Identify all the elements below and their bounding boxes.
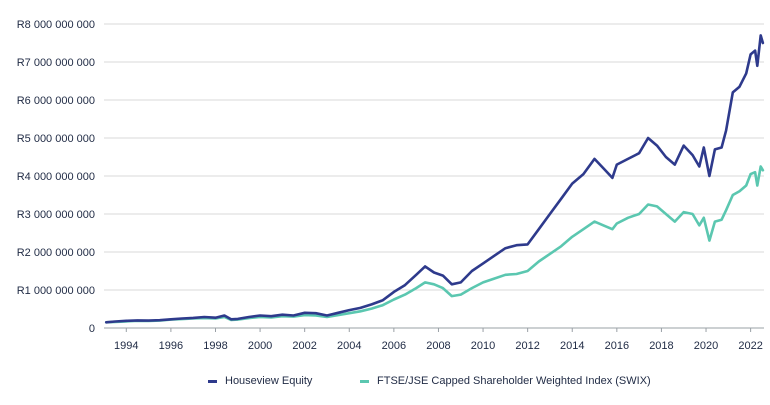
x-tick-label: 2002 bbox=[292, 340, 316, 352]
x-tick-label: 2022 bbox=[738, 340, 762, 352]
x-tick-label: 2014 bbox=[560, 340, 584, 352]
y-tick-label: R4 000 000 000 bbox=[17, 171, 95, 183]
x-tick-label: 1998 bbox=[203, 340, 227, 352]
y-tick-label: R7 000 000 000 bbox=[17, 57, 95, 69]
y-tick-label: 0 bbox=[89, 323, 95, 335]
x-tick-label: 2016 bbox=[605, 340, 629, 352]
y-tick-label: R6 000 000 000 bbox=[17, 95, 95, 107]
series-line-swix bbox=[104, 165, 765, 324]
x-tick-label: 2006 bbox=[382, 340, 406, 352]
y-tick-label: R2 000 000 000 bbox=[17, 247, 95, 259]
x-tick-label: 2012 bbox=[515, 340, 539, 352]
x-tick-label: 2004 bbox=[337, 340, 361, 352]
y-tick-label: R5 000 000 000 bbox=[17, 133, 95, 145]
y-tick-label: R8 000 000 000 bbox=[17, 19, 95, 31]
x-tick-label: 1996 bbox=[159, 340, 183, 352]
series-line-houseview-equity bbox=[104, 34, 765, 324]
x-tick-label: 2000 bbox=[248, 340, 272, 352]
legend-label: Houseview Equity bbox=[225, 375, 313, 387]
x-tick-label: 2020 bbox=[694, 340, 718, 352]
x-tick-label: 2008 bbox=[426, 340, 450, 352]
x-tick-label: 1994 bbox=[114, 340, 138, 352]
legend-swatch bbox=[208, 380, 217, 383]
x-tick-label: 2018 bbox=[649, 340, 673, 352]
series-layer bbox=[104, 34, 765, 324]
y-axis: 0 R1 000 000 000 R2 000 000 000 R3 000 000 … bbox=[17, 19, 95, 335]
y-tick-label: R3 000 000 000 bbox=[17, 209, 95, 221]
gridlines bbox=[104, 23, 764, 329]
x-tick-label: 2010 bbox=[471, 340, 495, 352]
legend-label: FTSE/JSE Capped Shareholder Weighted Ind… bbox=[377, 375, 651, 387]
x-axis: 1994 1996 1998 2000 2002 2004 2006 2008 2010 2012… bbox=[114, 328, 763, 352]
legend: Houseview Equity FTSE/JSE Capped Sharehol… bbox=[208, 375, 651, 387]
legend-swatch bbox=[360, 380, 369, 383]
y-tick-label: R1 000 000 000 bbox=[17, 285, 95, 297]
